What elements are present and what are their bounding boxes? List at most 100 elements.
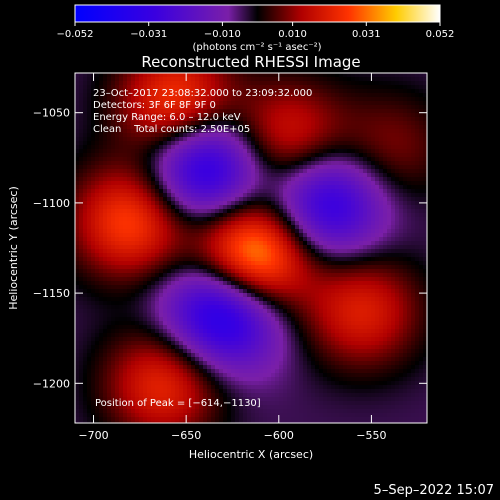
heatmap-cell <box>151 141 156 146</box>
heatmap-cell <box>323 205 328 210</box>
heatmap-cell <box>95 193 100 198</box>
heatmap-cell <box>303 201 308 206</box>
heatmap-cell <box>135 289 140 294</box>
heatmap-cell <box>107 269 112 274</box>
heatmap-cell <box>215 137 220 142</box>
heatmap-cell <box>279 225 284 230</box>
heatmap-cell <box>167 173 172 178</box>
heatmap-cell <box>111 225 116 230</box>
heatmap-cell <box>259 117 264 122</box>
heatmap-cell <box>87 85 92 90</box>
heatmap-cell <box>307 165 312 170</box>
heatmap-cell <box>283 237 288 242</box>
heatmap-cell <box>259 77 264 82</box>
heatmap-cell <box>171 185 176 190</box>
heatmap-cell <box>231 129 236 134</box>
heatmap-cell <box>147 101 152 106</box>
heatmap-cell <box>175 213 180 218</box>
heatmap-cell <box>383 81 388 86</box>
heatmap-cell <box>367 177 372 182</box>
heatmap-cell <box>403 165 408 170</box>
heatmap-cell <box>351 133 356 138</box>
heatmap-cell <box>383 249 388 254</box>
heatmap-cell <box>271 213 276 218</box>
heatmap-cell <box>99 233 104 238</box>
heatmap-cell <box>355 109 360 114</box>
heatmap-cell <box>131 169 136 174</box>
heatmap-cell <box>119 233 124 238</box>
heatmap-cell <box>399 233 404 238</box>
heatmap-cell <box>423 77 427 82</box>
heatmap-cell <box>195 225 200 230</box>
heatmap-cell <box>311 205 316 210</box>
heatmap-cell <box>375 181 380 186</box>
heatmap-cell <box>227 205 232 210</box>
heatmap-cell <box>83 97 88 102</box>
heatmap-cell <box>227 105 232 110</box>
heatmap-cell <box>247 201 252 206</box>
heatmap-cell <box>239 157 244 162</box>
heatmap-cell <box>367 85 372 90</box>
heatmap-cell <box>147 189 152 194</box>
heatmap-cell <box>111 129 116 134</box>
heatmap-cell <box>191 141 196 146</box>
heatmap-cell <box>159 253 164 258</box>
heatmap-cell <box>375 289 380 294</box>
heatmap-cell <box>311 77 316 82</box>
heatmap-cell <box>251 277 256 282</box>
heatmap-cell <box>415 253 420 258</box>
heatmap-cell <box>295 241 300 246</box>
heatmap-cell <box>327 241 332 246</box>
heatmap-cell <box>303 265 308 270</box>
heatmap-cell <box>131 297 136 302</box>
heatmap-cell <box>227 153 232 158</box>
heatmap-cell <box>211 205 216 210</box>
heatmap-cell <box>319 173 324 178</box>
heatmap-cell <box>323 269 328 274</box>
heatmap-cell <box>203 285 208 290</box>
heatmap-cell <box>331 81 336 86</box>
heatmap-cell <box>391 93 396 98</box>
heatmap-cell <box>323 225 328 230</box>
heatmap-cell <box>379 101 384 106</box>
heatmap-cell <box>359 109 364 114</box>
heatmap-cell <box>307 253 312 258</box>
heatmap-cell <box>219 97 224 102</box>
heatmap-cell <box>347 73 352 78</box>
heatmap-cell <box>411 81 416 86</box>
heatmap-cell <box>183 261 188 266</box>
heatmap-cell <box>79 221 84 226</box>
heatmap-cell <box>231 225 236 230</box>
heatmap-cell <box>407 141 412 146</box>
heatmap-cell <box>111 181 116 186</box>
heatmap-cell <box>243 105 248 110</box>
heatmap-cell <box>399 289 404 294</box>
heatmap-cell <box>235 105 240 110</box>
heatmap-cell <box>219 161 224 166</box>
heatmap-cell <box>243 297 248 302</box>
heatmap-cell <box>215 81 220 86</box>
heatmap-cell <box>123 137 128 142</box>
heatmap-cell <box>219 101 224 106</box>
heatmap-cell <box>167 141 172 146</box>
heatmap-cell <box>379 89 384 94</box>
heatmap-cell <box>199 257 204 262</box>
heatmap-cell <box>363 93 368 98</box>
heatmap-cell <box>207 297 212 302</box>
heatmap-cell <box>235 97 240 102</box>
heatmap-cell <box>411 277 416 282</box>
heatmap-cell <box>99 141 104 146</box>
heatmap-cell <box>371 281 376 286</box>
heatmap-cell <box>235 285 240 290</box>
heatmap-cell <box>327 229 332 234</box>
heatmap-cell <box>199 161 204 166</box>
heatmap-cell <box>135 141 140 146</box>
heatmap-cell <box>391 137 396 142</box>
heatmap-cell <box>395 177 400 182</box>
heatmap-cell <box>87 157 92 162</box>
heatmap-cell <box>239 129 244 134</box>
heatmap-cell <box>183 225 188 230</box>
heatmap-cell <box>135 245 140 250</box>
heatmap-cell <box>103 169 108 174</box>
heatmap-cell <box>391 89 396 94</box>
